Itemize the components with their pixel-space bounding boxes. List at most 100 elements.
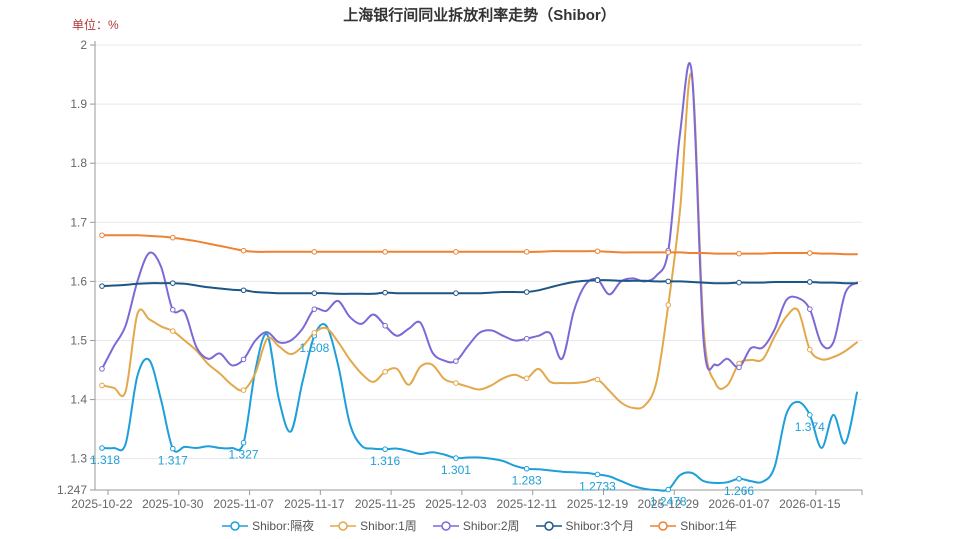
data-point-1y: [453, 249, 459, 255]
series-line-3m: [101, 279, 858, 295]
legend-item-2w[interactable]: Shibor:2周: [432, 517, 520, 534]
legend-label: Shibor:3个月: [565, 519, 635, 533]
unit-label: 单位：%: [72, 18, 119, 32]
data-point-3m: [736, 279, 742, 286]
data-point-overnight: [523, 465, 530, 472]
point-label: 1.317: [158, 454, 188, 468]
point-label: 1.301: [441, 463, 471, 477]
data-point-3m: [453, 290, 459, 297]
data-point-overnight: [594, 471, 601, 478]
point-label: 1.316: [370, 454, 400, 468]
y-tick-label: 1.4: [70, 393, 87, 407]
series-line-1y: [101, 234, 858, 256]
point-label: 1.266: [724, 484, 754, 498]
y-tick-label: 1.3: [70, 452, 87, 466]
legend-item-1y[interactable]: Shibor:1年: [650, 517, 737, 534]
data-point-3m: [169, 280, 176, 286]
x-tick-label: 2025-11-07: [213, 497, 274, 511]
data-point-1y: [311, 249, 318, 255]
data-point-1y: [594, 248, 601, 255]
series-line-1w: [101, 72, 858, 410]
data-point-overnight: [807, 412, 813, 418]
data-point-1w: [807, 346, 813, 353]
data-point-1y: [736, 250, 742, 257]
data-point-3m: [99, 283, 105, 289]
data-point-overnight: [382, 446, 388, 453]
data-point-1w: [523, 375, 530, 382]
data-point-1w: [453, 380, 459, 386]
data-point-2w: [523, 335, 530, 342]
data-point-2w: [736, 364, 742, 371]
data-point-1w: [665, 302, 672, 308]
legend-line-marker-icon: [330, 520, 357, 531]
data-point-2w: [807, 306, 813, 312]
data-point-overnight: [169, 445, 176, 452]
data-point-1w: [382, 369, 388, 375]
legend-item-3m[interactable]: Shibor:3个月: [535, 517, 635, 534]
data-point-1y: [665, 249, 672, 256]
data-point-2w: [311, 306, 318, 312]
data-point-1y: [240, 247, 247, 254]
legend-item-1w[interactable]: Shibor:1周: [330, 517, 417, 534]
point-label: 1.327: [229, 448, 259, 462]
point-label: 1.283: [512, 474, 542, 488]
data-point-1y: [99, 232, 105, 239]
legend-label: Shibor:隔夜: [252, 519, 315, 533]
y-tick-label: 2: [80, 38, 87, 52]
data-point-overnight: [240, 439, 247, 446]
x-tick-label: 2025-11-25: [355, 497, 416, 511]
data-point-3m: [240, 287, 247, 294]
x-tick-label: 2025-12-03: [425, 497, 487, 511]
y-tick-label: 1.8: [70, 156, 87, 170]
point-label: 1.2478: [650, 495, 687, 509]
data-point-overnight: [736, 475, 742, 482]
chart-legend: Shibor:隔夜 Shibor:1周 Shibor:2周 Shibor:3个月 Shi…: [0, 517, 959, 534]
data-point-2w: [382, 322, 388, 329]
data-point-1w: [240, 387, 247, 393]
point-label: 1.374: [795, 420, 825, 434]
legend-line-marker-icon: [432, 520, 459, 531]
legend-label: Shibor:1周: [360, 519, 417, 533]
data-point-3m: [311, 290, 318, 297]
data-point-3m: [807, 279, 813, 285]
data-point-3m: [382, 289, 388, 296]
x-tick-label: 2025-12-19: [567, 497, 629, 511]
x-tick-label: 2026-01-15: [779, 497, 841, 511]
data-point-1w: [169, 328, 176, 334]
legend-label: Shibor:1年: [680, 519, 737, 533]
data-point-3m: [665, 278, 672, 285]
data-point-1y: [807, 250, 813, 256]
data-point-2w: [99, 366, 105, 372]
data-point-1y: [169, 234, 176, 241]
data-point-3m: [594, 277, 601, 284]
x-tick-label: 2026-01-07: [708, 497, 770, 511]
legend-item-overnight[interactable]: Shibor:隔夜: [222, 517, 314, 534]
x-tick-label: 2025-11-17: [284, 497, 345, 511]
legend-line-marker-icon: [650, 520, 677, 531]
x-tick-label: 2025-10-22: [71, 497, 133, 511]
data-point-3m: [523, 289, 530, 295]
series-line-overnight: [101, 323, 858, 492]
series-line-2w: [101, 62, 858, 371]
x-tick-label: 2025-12-29: [638, 497, 700, 511]
data-point-overnight: [665, 486, 672, 493]
y-tick-label: 1.6: [70, 274, 87, 288]
chart-title: 上海银行间同业拆放利率走势（Shibor）: [343, 7, 616, 24]
legend-line-marker-icon: [535, 520, 562, 531]
data-point-1y: [523, 249, 530, 255]
data-point-overnight: [453, 455, 459, 461]
point-label: 1.2733: [579, 479, 616, 493]
legend-line-marker-icon: [222, 520, 249, 531]
point-label: 1.318: [90, 453, 120, 467]
y-tick-label: 1.7: [70, 215, 87, 229]
data-point-1w: [311, 330, 318, 336]
legend-label: Shibor:2周: [462, 519, 520, 533]
data-point-overnight: [99, 445, 105, 451]
y-tick-label: 1.5: [70, 333, 87, 347]
y-tick-label: 1.9: [70, 97, 87, 111]
data-point-2w: [240, 356, 247, 363]
data-point-1w: [594, 376, 601, 383]
point-label: 1.508: [299, 341, 329, 355]
data-point-2w: [453, 358, 459, 364]
